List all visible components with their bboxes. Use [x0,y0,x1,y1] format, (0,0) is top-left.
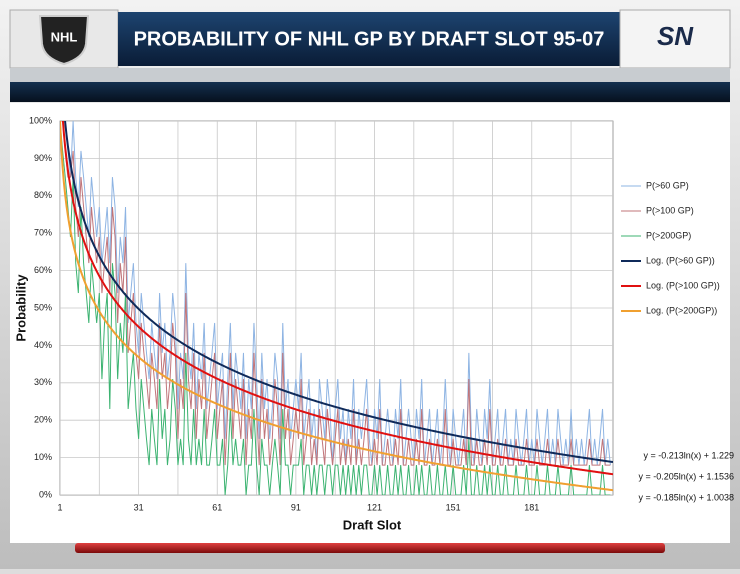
nhl-logo-text: NHL [51,29,78,44]
y-axis-label: Probability [13,274,28,342]
legend-label: Log. (P(>200GP)) [646,305,717,315]
light-band [10,68,730,82]
legend-label: Log. (P(>60 GP)) [646,255,715,265]
y-tick-label: 50% [34,302,52,312]
series-line [60,121,611,466]
y-tick-label: 70% [34,228,52,238]
chart-title: PROBABILITY OF NHL GP BY DRAFT SLOT 95-0… [134,28,605,50]
legend-label: P(>100 GP) [646,205,694,215]
y-tick-label: 90% [34,153,52,163]
plot-area [60,121,613,495]
trend-equation: y = -0.185ln(x) + 1.0038 [638,492,734,502]
x-tick-label: 1 [57,502,62,512]
y-tick-label: 10% [34,452,52,462]
legend-label: P(>200GP) [646,230,691,240]
trend-line [61,121,613,476]
trend-line [64,121,613,464]
trend-equation: y = -0.205ln(x) + 1.1536 [638,471,734,481]
trend-line [60,121,613,492]
trend-equation: y = -0.213ln(x) + 1.229 [643,450,734,460]
y-tick-label: 80% [34,190,52,200]
series-line [60,121,611,466]
x-tick-label: 181 [524,502,539,512]
y-tick-label: 40% [34,340,52,350]
y-tick-label: 30% [34,377,52,387]
y-tick-label: 0% [39,489,52,499]
bottom-red-bar [75,543,665,553]
dark-band [10,82,730,102]
x-tick-label: 121 [367,502,382,512]
y-tick-label: 60% [34,265,52,275]
y-tick-label: 100% [29,115,52,125]
title-banner [118,12,620,66]
x-tick-label: 31 [134,502,144,512]
legend-label: P(>60 GP) [646,180,689,190]
series-line [60,121,611,495]
y-tick-label: 20% [34,415,52,425]
sn-logo-text: SN [657,21,694,51]
x-tick-label: 91 [291,502,301,512]
x-tick-label: 151 [446,502,461,512]
chart-panel [10,103,730,543]
x-tick-label: 61 [212,502,222,512]
legend-label: Log. (P(>100 GP)) [646,280,720,290]
x-axis-label: Draft Slot [343,517,402,532]
right-logo-panel [619,9,731,69]
nhl-shield [38,15,90,66]
